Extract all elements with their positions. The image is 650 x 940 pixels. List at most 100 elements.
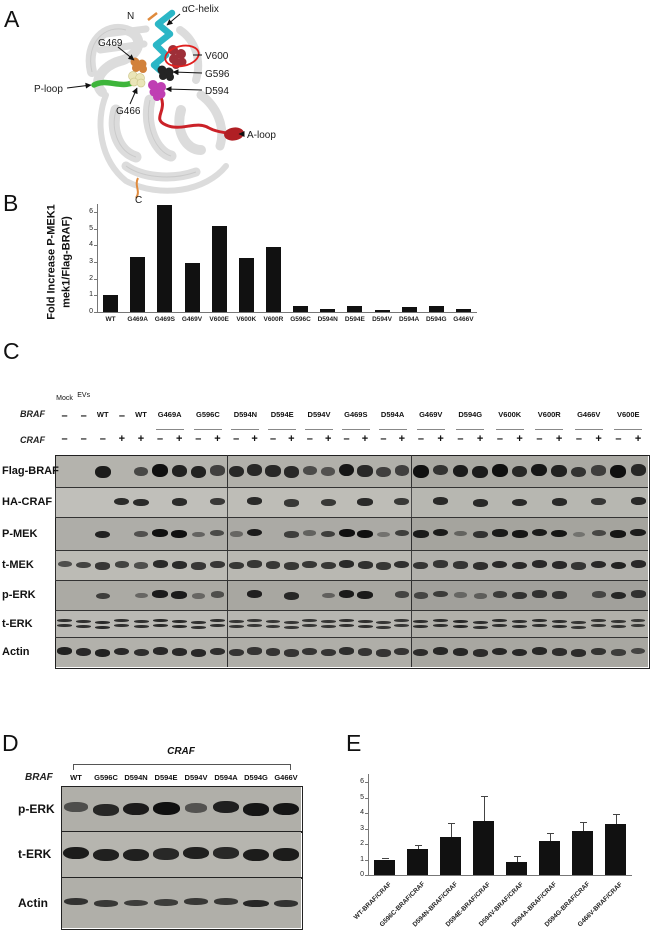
- blot-band: [171, 561, 187, 569]
- blot-section: [411, 455, 648, 667]
- craf-sign: –: [343, 433, 350, 445]
- blot-band: [228, 465, 244, 478]
- craf-sign: –: [575, 433, 582, 445]
- blot-band: [210, 560, 225, 569]
- panel-a-label: A: [4, 6, 20, 32]
- blot-band: [571, 466, 587, 478]
- blot-band: [591, 591, 606, 598]
- blot-band: [376, 649, 391, 657]
- chart-b-bar-V600E: [211, 226, 227, 312]
- braf-group-label-V600K: V600K: [498, 410, 522, 419]
- braf-lane-label: –: [118, 410, 125, 422]
- blot-band: [413, 530, 429, 538]
- blot-band: [610, 465, 627, 478]
- blot-row-label-Actin: Actin: [2, 646, 30, 658]
- blot-band: [228, 648, 244, 657]
- n-terminus-strand: [147, 12, 158, 21]
- braf-group-label-D594A: D594A: [380, 410, 405, 419]
- blot-band: [133, 620, 149, 623]
- blot-band: [357, 498, 373, 506]
- blot-band: [114, 647, 130, 656]
- blot-band: [272, 802, 300, 816]
- blot-band: [76, 561, 91, 569]
- blot-band: [64, 802, 88, 813]
- blot-row-line: [55, 517, 648, 518]
- chart-b-x-label: G466V: [453, 316, 474, 323]
- blot-band: [284, 625, 299, 629]
- chart-b-bar-V600R: [265, 247, 281, 312]
- blot-band: [492, 619, 508, 622]
- blot-row-label-p-ERK: p-ERK: [2, 589, 36, 601]
- panel-c-blot: Mock EVs BRAF CRAF – – WT – WT G469A G596C D594N D59…: [0, 338, 650, 683]
- blot-band: [357, 619, 373, 623]
- blot-band: [472, 625, 488, 629]
- blot-band: [284, 620, 299, 624]
- blot-band: [551, 648, 567, 656]
- blot-row-label-P-MEK: P-MEK: [2, 527, 38, 540]
- craf-sign: +: [288, 433, 295, 445]
- blot-band: [56, 647, 73, 655]
- chart-e-y-tick: [365, 859, 368, 861]
- braf-group-underline: [456, 429, 485, 430]
- craf-sign: –: [536, 433, 543, 445]
- chart-e-y-tick-label: 5: [360, 793, 364, 801]
- blot-band: [320, 561, 336, 570]
- panel-c: C Mock EVs BRAF CRAF – – WT – WT G469A G596C D594N D…: [0, 338, 650, 683]
- blot-band: [303, 530, 317, 536]
- blot-band: [152, 590, 168, 598]
- blot-row-label-p-ERK: p-ERK: [18, 801, 55, 816]
- chart-e-error-bar: [450, 823, 452, 837]
- blot-band: [492, 560, 508, 569]
- craf-sign: +: [398, 433, 406, 445]
- chart-e-y-tick: [365, 813, 368, 814]
- blot-band: [377, 531, 390, 538]
- label-alpha-c-helix: αC-helix: [182, 4, 219, 15]
- blot-band: [610, 591, 626, 600]
- blot-band: [472, 465, 488, 479]
- chart-e-bar-D594E-BRAF/CRAF: [473, 820, 494, 875]
- blot-band: [134, 562, 148, 569]
- blot-band: [531, 618, 547, 622]
- craf-sign: –: [457, 433, 464, 445]
- blot-row-line: [55, 487, 648, 488]
- panel-a: A: [0, 0, 340, 208]
- blot-band: [320, 620, 336, 623]
- blot-band: [512, 591, 528, 600]
- blot-band: [472, 649, 488, 657]
- braf-row-label: BRAF: [25, 772, 53, 783]
- blot-row-line: [55, 550, 648, 551]
- braf-lane-label: –: [61, 410, 68, 422]
- chart-b-x-label: V600R: [263, 316, 284, 323]
- blot-band: [95, 625, 111, 629]
- blot-band: [512, 465, 528, 478]
- craf-sign: +: [251, 433, 258, 445]
- blot-band: [394, 497, 410, 506]
- chart-b-x-label: G469S: [154, 316, 175, 323]
- chart-e-y-tick-label: 2: [360, 840, 364, 847]
- blot-row-label-HA-CRAF: HA-CRAF: [2, 496, 53, 508]
- blot-band: [320, 625, 336, 628]
- chart-b-y-axis: [97, 204, 98, 313]
- blot-divider-2: [411, 455, 412, 667]
- blot-row-line: [55, 637, 648, 638]
- chart-e-y-tick: [365, 797, 368, 799]
- mock-label: Mock: [56, 395, 73, 402]
- chart-e-bar-D594G-BRAF/CRAF: [572, 830, 593, 875]
- blot-band: [93, 900, 119, 908]
- blot-band: [190, 625, 206, 629]
- blot-band: [551, 465, 567, 477]
- blot-band: [472, 562, 488, 570]
- blot-band: [320, 648, 336, 657]
- d594-spheres: [148, 80, 166, 101]
- blot-band: [591, 647, 607, 656]
- blot-band: [95, 530, 111, 539]
- blot-band: [551, 498, 567, 506]
- blot-band: [591, 465, 606, 476]
- chart-b-y-tick-label: 5: [89, 224, 93, 232]
- blot-band: [95, 592, 110, 600]
- chart-b-y-tick-label: 4: [89, 241, 93, 249]
- craf-sign: –: [157, 433, 164, 445]
- craf-sign: +: [437, 433, 444, 445]
- blot-band: [191, 531, 205, 538]
- craf-sign: +: [516, 433, 523, 445]
